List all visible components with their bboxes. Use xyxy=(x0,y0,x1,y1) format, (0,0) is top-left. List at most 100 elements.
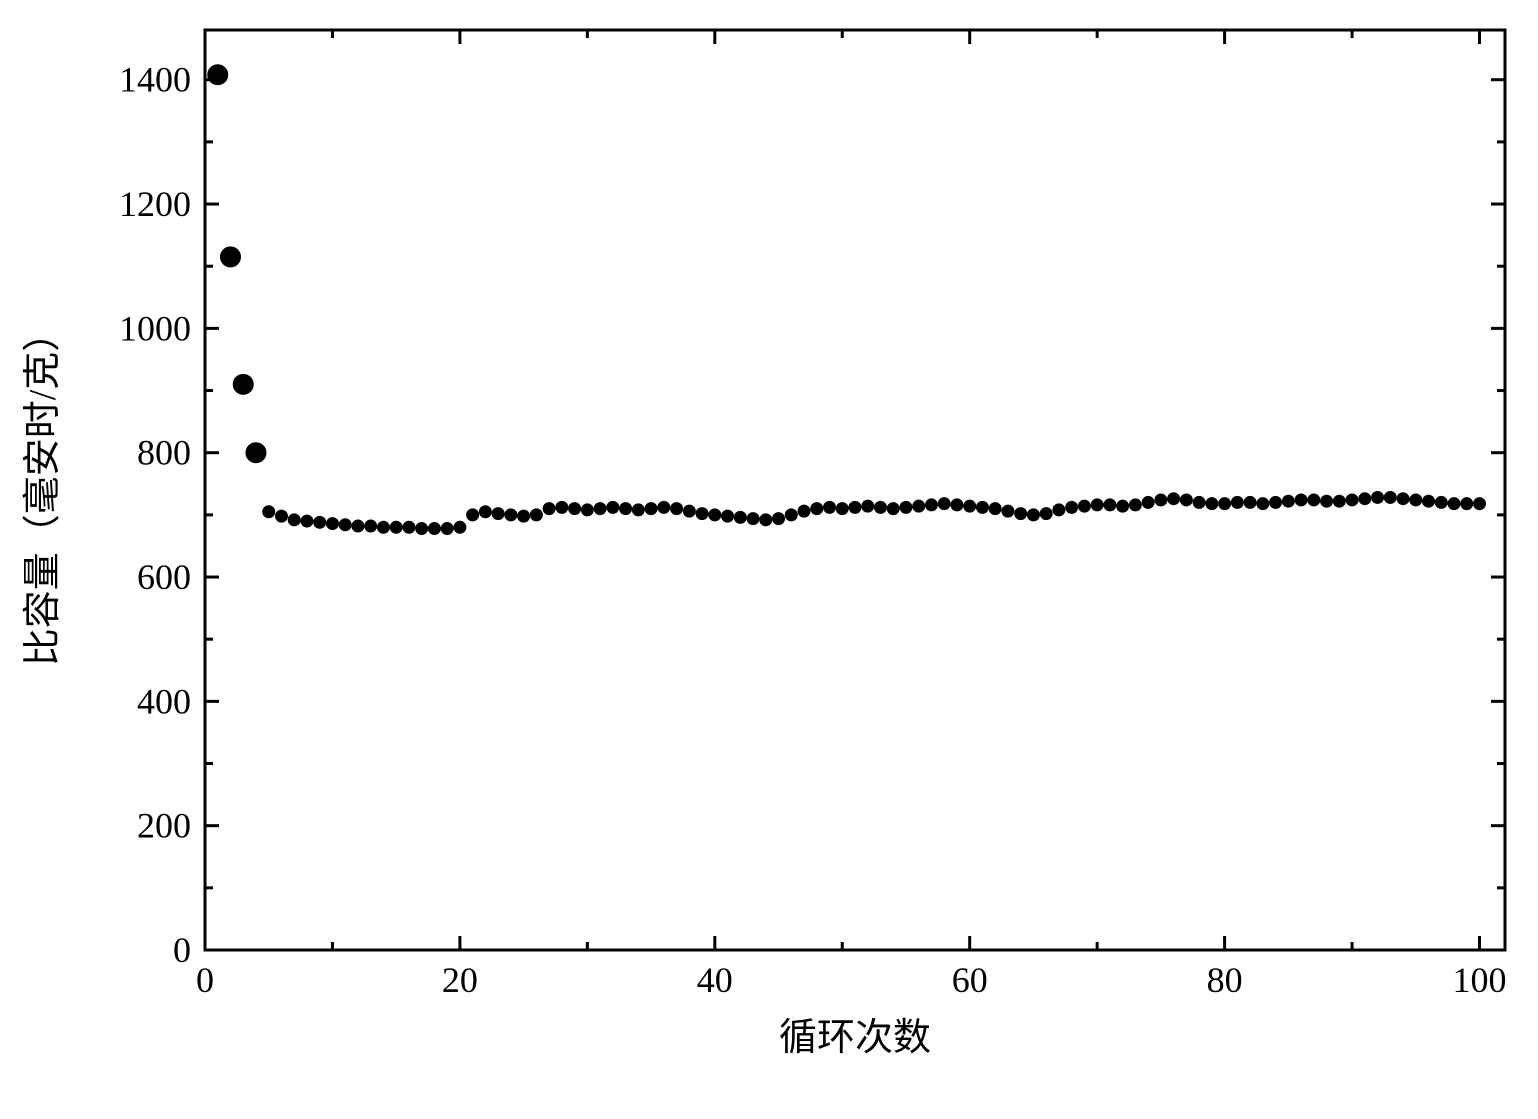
data-point xyxy=(1015,508,1027,520)
data-point xyxy=(233,374,253,394)
data-point xyxy=(824,501,836,513)
data-point xyxy=(1346,494,1358,506)
y-axis-label: 比容量（毫安时/克） xyxy=(22,314,64,667)
data-point xyxy=(403,521,415,533)
data-point xyxy=(1372,491,1384,503)
data-point xyxy=(632,504,644,516)
data-point xyxy=(696,508,708,520)
x-tick-label: 20 xyxy=(442,960,478,1000)
data-point xyxy=(658,501,670,513)
data-point xyxy=(1474,498,1486,510)
data-point xyxy=(607,501,619,513)
data-point xyxy=(530,509,542,521)
x-tick-label: 40 xyxy=(697,960,733,1000)
data-point xyxy=(1321,495,1333,507)
y-tick-label: 1000 xyxy=(119,308,191,348)
data-point xyxy=(428,523,440,535)
data-point xyxy=(352,520,364,532)
data-point xyxy=(518,510,530,522)
data-point xyxy=(913,500,925,512)
data-point xyxy=(1333,495,1345,507)
y-tick-label: 0 xyxy=(173,930,191,970)
data-point xyxy=(505,509,517,521)
scatter-chart: 020406080100循环次数020040060080010001200140… xyxy=(0,0,1538,1119)
data-point xyxy=(1448,498,1460,510)
data-point xyxy=(1129,499,1141,511)
data-point xyxy=(811,503,823,515)
data-point xyxy=(1053,504,1065,516)
data-point xyxy=(390,521,402,533)
y-tick-label: 600 xyxy=(137,557,191,597)
data-point xyxy=(1104,499,1116,511)
data-point xyxy=(1040,508,1052,520)
data-point xyxy=(492,508,504,520)
data-point xyxy=(722,510,734,522)
data-point xyxy=(208,65,228,85)
y-tick-label: 400 xyxy=(137,681,191,721)
data-point xyxy=(1257,498,1269,510)
data-point xyxy=(263,506,275,518)
data-point xyxy=(709,509,721,521)
data-point xyxy=(288,514,300,526)
data-point xyxy=(938,498,950,510)
data-point xyxy=(301,515,313,527)
data-point xyxy=(976,501,988,513)
data-point xyxy=(1397,493,1409,505)
data-point xyxy=(620,503,632,515)
data-point xyxy=(785,509,797,521)
data-point xyxy=(964,500,976,512)
data-point xyxy=(1155,494,1167,506)
data-point xyxy=(1168,493,1180,505)
data-point xyxy=(836,503,848,515)
data-point xyxy=(377,521,389,533)
y-tick-label: 1200 xyxy=(119,184,191,224)
data-point xyxy=(773,513,785,525)
data-point xyxy=(734,511,746,523)
data-point xyxy=(1270,496,1282,508)
data-point xyxy=(479,506,491,518)
data-point xyxy=(645,503,657,515)
data-point xyxy=(1435,496,1447,508)
data-point xyxy=(1410,494,1422,506)
data-point xyxy=(1078,500,1090,512)
data-point xyxy=(1384,491,1396,503)
data-point xyxy=(220,247,240,267)
data-point xyxy=(594,503,606,515)
data-point xyxy=(1231,496,1243,508)
x-tick-label: 100 xyxy=(1453,960,1507,1000)
x-tick-label: 0 xyxy=(196,960,214,1000)
data-point xyxy=(1027,509,1039,521)
data-point xyxy=(1295,494,1307,506)
data-point xyxy=(1206,498,1218,510)
data-point xyxy=(951,499,963,511)
data-point xyxy=(1002,505,1014,517)
x-axis-label: 循环次数 xyxy=(779,1017,931,1059)
data-point xyxy=(556,501,568,513)
data-point xyxy=(1244,496,1256,508)
data-point xyxy=(1423,495,1435,507)
data-point xyxy=(467,509,479,521)
y-tick-label: 800 xyxy=(137,433,191,473)
y-tick-label: 1400 xyxy=(119,60,191,100)
data-point xyxy=(900,501,912,513)
data-point xyxy=(1180,494,1192,506)
data-point xyxy=(989,503,1001,515)
data-point xyxy=(874,501,886,513)
data-point xyxy=(1066,501,1078,513)
data-point xyxy=(1461,498,1473,510)
data-point xyxy=(454,521,466,533)
data-point xyxy=(1193,496,1205,508)
data-point xyxy=(246,443,266,463)
y-tick-label: 200 xyxy=(137,806,191,846)
data-point xyxy=(798,505,810,517)
data-point xyxy=(581,504,593,516)
data-point xyxy=(1219,498,1231,510)
data-point xyxy=(1308,494,1320,506)
data-point xyxy=(416,523,428,535)
data-point xyxy=(441,523,453,535)
data-point xyxy=(275,510,287,522)
data-point xyxy=(925,499,937,511)
data-point xyxy=(747,513,759,525)
data-point xyxy=(849,501,861,513)
data-point xyxy=(1359,493,1371,505)
